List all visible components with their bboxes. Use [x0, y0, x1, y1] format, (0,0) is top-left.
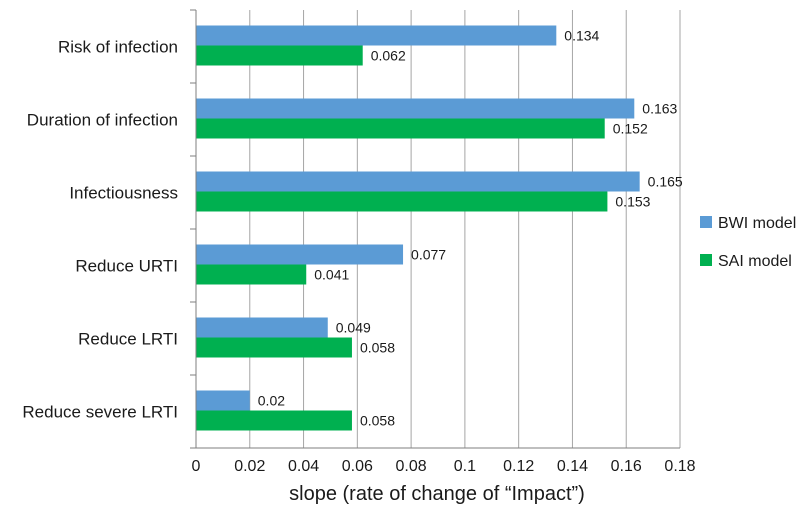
x-tick-labels: 0 0.02 0.04 0.06 0.08 0.1 0.12 0.14 0.16 0.18	[192, 458, 696, 475]
data-label: 0.049	[336, 320, 371, 336]
bar-sai-model	[196, 191, 608, 212]
x-tick-label: 0.02	[234, 458, 265, 475]
data-label: 0.077	[411, 247, 446, 263]
data-label: 0.041	[314, 267, 349, 283]
bar-bwi-model	[196, 390, 250, 411]
bar-bwi-model	[196, 25, 557, 46]
data-label: 0.165	[648, 174, 683, 190]
x-tick-label: 0.14	[557, 458, 588, 475]
bar-bwi-model	[196, 244, 404, 265]
x-tick-label: 0.16	[611, 458, 642, 475]
legend-label: SAI model	[718, 253, 792, 270]
x-tick-label: 0.18	[664, 458, 695, 475]
bar-sai-model	[196, 45, 363, 66]
data-labels: 0.134 0.062 0.163 0.152 0.165 0.153 0.077 0.041…	[258, 28, 683, 429]
category-label: Infectiousness	[69, 184, 178, 203]
category-label: Reduce severe LRTI	[22, 403, 178, 422]
bar-sai-model	[196, 118, 605, 139]
legend-label: BWI model	[718, 215, 796, 232]
x-tick-label: 0.1	[454, 458, 476, 475]
legend-swatch	[700, 254, 712, 266]
bar-bwi-model	[196, 317, 328, 338]
data-label: 0.134	[564, 28, 599, 44]
bar-sai-model	[196, 410, 352, 431]
data-label: 0.062	[371, 48, 406, 64]
x-tick-label: 0.04	[288, 458, 319, 475]
bar-bwi-model	[196, 171, 640, 192]
legend-swatch	[700, 216, 712, 228]
data-label: 0.152	[613, 121, 648, 137]
category-label: Duration of infection	[27, 111, 178, 130]
category-label: Reduce LRTI	[78, 330, 178, 349]
x-tick-label: 0.08	[396, 458, 427, 475]
category-labels: Risk of infection Duration of infection In…	[22, 38, 178, 422]
bars	[196, 25, 640, 431]
data-label: 0.163	[642, 101, 677, 117]
gridlines	[249, 10, 681, 448]
x-tick-label: 0.06	[342, 458, 373, 475]
x-axis-title: slope (rate of change of “Impact”)	[289, 483, 585, 505]
x-tick-label: 0.12	[503, 458, 534, 475]
bar-sai-model	[196, 264, 307, 285]
data-label: 0.153	[615, 194, 650, 210]
data-label: 0.058	[360, 340, 395, 356]
category-label: Reduce URTI	[75, 257, 178, 276]
data-label: 0.058	[360, 413, 395, 429]
legend: BWI model SAI model	[700, 215, 796, 270]
data-label: 0.02	[258, 393, 285, 409]
bar-sai-model	[196, 337, 352, 358]
axes	[190, 9, 680, 449]
bar-bwi-model	[196, 98, 635, 119]
category-label: Risk of infection	[58, 38, 178, 57]
x-tick-label: 0	[192, 458, 201, 475]
